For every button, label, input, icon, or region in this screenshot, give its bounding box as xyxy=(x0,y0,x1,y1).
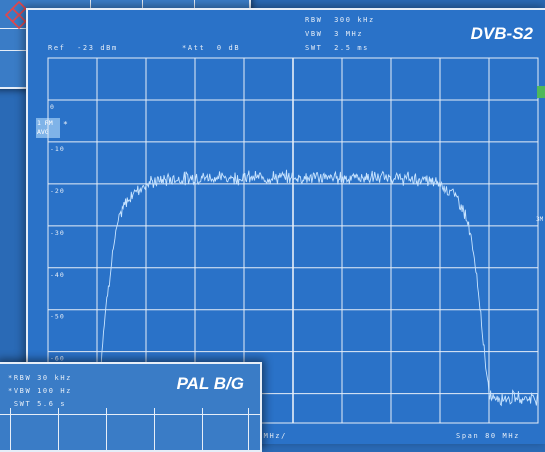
rbw-readout: RBW 300 kHz xyxy=(305,16,375,24)
attenuation-readout: *Att 0 dB xyxy=(182,44,241,52)
pal-bg-spectrum-window: *RBW 30 kHz *VBW 100 Hz SWT 5.6 s PAL B/… xyxy=(0,362,262,452)
pal-vbw-readout: *VBW 100 Hz xyxy=(8,387,72,395)
vbw-readout: VBW 3 MHz xyxy=(305,30,364,38)
pal-rbw-readout: *RBW 30 kHz xyxy=(8,374,72,382)
y-tick-label: -40 xyxy=(50,271,65,279)
grid-line xyxy=(10,408,11,450)
y-tick-label: -60 xyxy=(50,355,65,363)
y-tick-label: -20 xyxy=(50,187,65,195)
grid-line xyxy=(154,408,155,450)
dvb-s2-title: DVB-S2 xyxy=(470,24,533,43)
pal-swt-readout: SWT 5.6 s xyxy=(8,400,67,408)
y-tick-label: -10 xyxy=(50,145,65,153)
y-tick-label: -50 xyxy=(50,313,65,321)
grid-line xyxy=(106,408,107,450)
grid-line xyxy=(248,408,249,450)
trace-mode-star: * xyxy=(63,120,68,129)
marker-tab[interactable] xyxy=(537,86,545,98)
spectrum-plot: 0-10-20-30-40-50-60-70 xyxy=(47,57,539,424)
right-side-marker: 3M xyxy=(536,216,544,223)
spectrum-trace xyxy=(47,169,539,407)
grid-line xyxy=(202,408,203,450)
pal-bg-title: PAL B/G xyxy=(176,374,244,393)
grid-line xyxy=(0,414,260,415)
y-tick-label: -30 xyxy=(50,229,65,237)
span-readout: Span 80 MHz xyxy=(456,432,520,440)
sweep-time-readout: SWT 2.5 ms xyxy=(305,44,369,52)
y-tick-label: 0 xyxy=(50,103,55,111)
grid-line xyxy=(58,408,59,450)
ref-level-readout: Ref -23 dBm xyxy=(48,44,118,52)
